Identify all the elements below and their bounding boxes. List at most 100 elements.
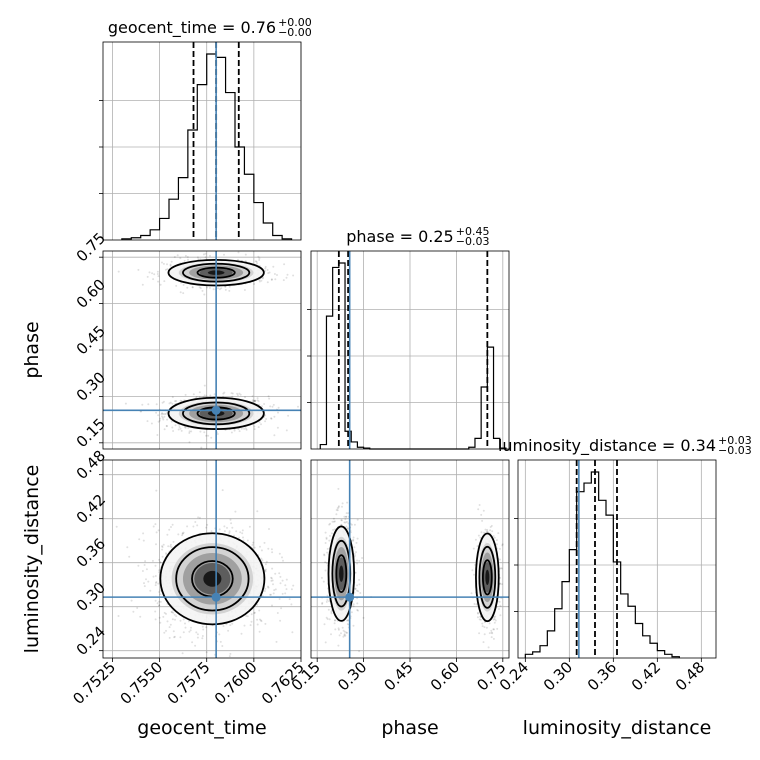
sample-point bbox=[261, 559, 264, 562]
y-tick-label: 0.48 bbox=[73, 447, 109, 483]
sample-point bbox=[286, 273, 289, 276]
sample-point bbox=[246, 539, 249, 542]
sample-point bbox=[172, 430, 175, 432]
sample-point bbox=[270, 593, 272, 596]
sample-point bbox=[168, 402, 171, 405]
sample-point bbox=[184, 426, 187, 429]
sample-point bbox=[237, 251, 240, 254]
sample-point bbox=[240, 632, 243, 635]
sample-point bbox=[228, 289, 231, 292]
sample-point bbox=[472, 547, 475, 550]
sample-point bbox=[177, 428, 180, 431]
sample-point bbox=[324, 531, 327, 534]
sample-point bbox=[260, 279, 263, 282]
sample-point bbox=[159, 283, 162, 286]
sample-point bbox=[170, 420, 173, 423]
sample-point bbox=[117, 615, 120, 617]
sample-point bbox=[253, 611, 256, 614]
sample-point bbox=[352, 603, 355, 606]
sample-point bbox=[141, 570, 144, 572]
sample-point bbox=[265, 418, 268, 420]
sample-point bbox=[169, 263, 172, 266]
sample-point bbox=[345, 512, 348, 515]
y-axis-label-phase: phase bbox=[21, 321, 43, 378]
sample-point bbox=[494, 615, 497, 618]
sample-point bbox=[186, 286, 189, 289]
sample-point bbox=[491, 530, 494, 533]
sample-point bbox=[217, 287, 219, 290]
sample-point bbox=[203, 394, 206, 397]
contour-line bbox=[175, 546, 250, 612]
hist-title-luminosity_distance: luminosity_distance = 0.34 bbox=[498, 436, 716, 456]
y-tick-label: 0.36 bbox=[73, 535, 109, 571]
sample-point bbox=[231, 526, 234, 529]
sample-point bbox=[477, 508, 480, 511]
sample-point bbox=[159, 593, 162, 596]
sample-point bbox=[251, 395, 254, 398]
sample-point bbox=[243, 427, 246, 430]
sample-point bbox=[272, 403, 275, 406]
sample-point bbox=[224, 288, 227, 291]
sample-point bbox=[167, 545, 170, 548]
sample-point bbox=[270, 417, 273, 420]
sample-point bbox=[474, 538, 477, 541]
sample-point bbox=[478, 618, 481, 621]
sample-point bbox=[275, 640, 278, 643]
sample-point bbox=[172, 630, 175, 633]
sample-point bbox=[357, 590, 360, 593]
sample-point bbox=[136, 607, 139, 609]
sample-point bbox=[333, 619, 336, 622]
sample-point bbox=[221, 645, 224, 647]
sample-point bbox=[171, 523, 174, 526]
sample-point bbox=[159, 600, 162, 603]
sample-point bbox=[352, 624, 355, 627]
sample-point bbox=[163, 415, 166, 418]
sample-point bbox=[132, 610, 135, 613]
histogram-geocent_time bbox=[121, 53, 293, 240]
sample-point bbox=[499, 614, 502, 617]
sample-point bbox=[263, 403, 266, 405]
sample-point bbox=[498, 558, 501, 561]
panel-frame bbox=[102, 41, 302, 241]
sample-point bbox=[492, 637, 495, 640]
sample-point bbox=[161, 546, 164, 549]
sample-point bbox=[157, 414, 160, 417]
sample-point bbox=[199, 287, 202, 290]
sample-point bbox=[356, 518, 359, 521]
sample-point bbox=[486, 528, 489, 531]
sample-point bbox=[277, 406, 280, 409]
sample-point bbox=[222, 625, 225, 628]
sample-point bbox=[263, 590, 266, 592]
sample-point bbox=[276, 274, 278, 276]
sample-point bbox=[235, 530, 238, 533]
sample-point bbox=[499, 604, 502, 607]
sample-point bbox=[356, 602, 359, 605]
sample-point bbox=[169, 623, 172, 626]
sample-point bbox=[343, 521, 346, 524]
sample-point bbox=[155, 489, 158, 492]
sample-point bbox=[292, 584, 295, 587]
sample-point bbox=[190, 430, 193, 433]
sample-point bbox=[256, 397, 259, 400]
sample-point bbox=[330, 633, 332, 636]
sample-point bbox=[326, 551, 329, 554]
sample-point bbox=[151, 559, 154, 562]
sample-point bbox=[219, 640, 222, 643]
sample-point bbox=[190, 626, 192, 629]
sample-point bbox=[182, 531, 185, 534]
sample-point bbox=[282, 279, 285, 282]
sample-point bbox=[261, 277, 264, 280]
sample-point bbox=[188, 432, 191, 434]
sample-point bbox=[344, 518, 347, 521]
sample-point bbox=[285, 276, 288, 279]
sample-point bbox=[153, 273, 156, 276]
sample-point bbox=[358, 559, 361, 562]
y-tick-label: 0.42 bbox=[73, 491, 109, 527]
sample-point bbox=[320, 576, 323, 579]
sample-point bbox=[273, 434, 276, 437]
sample-point bbox=[202, 253, 205, 256]
sample-point bbox=[323, 554, 326, 557]
sample-point bbox=[357, 609, 359, 612]
sample-point bbox=[256, 399, 259, 402]
sample-point bbox=[137, 564, 140, 567]
